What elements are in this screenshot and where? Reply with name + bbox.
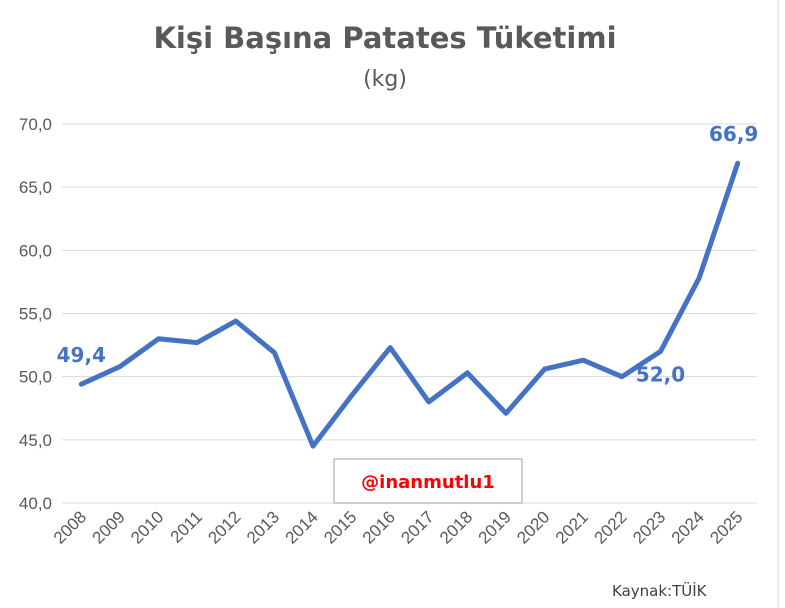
x-tick-label: 2014: [282, 507, 322, 547]
y-tick-label: 45,0: [19, 431, 52, 450]
x-tick-label: 2013: [243, 507, 283, 547]
y-tick-label: 60,0: [19, 241, 52, 260]
data-label: 52,0: [636, 362, 685, 386]
y-tick-label: 65,0: [19, 178, 52, 197]
x-tick-label: 2010: [127, 507, 167, 547]
series-layer: [78, 160, 741, 449]
x-tick-label: 2021: [552, 507, 592, 547]
x-tick-label: 2019: [475, 507, 515, 547]
x-tick-label: 2020: [513, 507, 553, 547]
x-tick-label: 2008: [50, 507, 90, 547]
x-tick-label: 2025: [706, 507, 746, 547]
y-tick-label: 50,0: [19, 368, 52, 387]
data-label: 49,4: [57, 343, 106, 367]
x-tick-label: 2018: [436, 507, 476, 547]
x-tick-label: 2016: [359, 507, 399, 547]
source-label: Kaynak:TÜİK: [612, 581, 708, 600]
gridlines: [62, 123, 757, 504]
x-tick-label: 2011: [167, 507, 206, 546]
watermark-box: @inanmutlu1: [333, 458, 523, 504]
x-tick-label: 2015: [320, 507, 360, 547]
y-axis: 40,0 45,0 50,0 55,0 60,0 65,0 70,0: [19, 115, 52, 513]
y-tick-label: 40,0: [19, 494, 52, 513]
chart-subtitle: (kg): [363, 67, 407, 92]
data-labels: 49,4 52,0 66,9: [57, 122, 759, 386]
chart-title: Kişi Başına Patates Tüketimi: [153, 21, 616, 55]
data-label: 66,9: [709, 122, 758, 146]
x-tick-label: 2017: [397, 507, 437, 547]
x-tick-label: 2023: [629, 507, 669, 547]
y-tick-label: 55,0: [19, 305, 52, 324]
x-tick-label: 2009: [89, 507, 129, 547]
watermark-text: @inanmutlu1: [361, 472, 495, 493]
x-tick-label: 2022: [591, 507, 631, 547]
y-tick-label: 70,0: [19, 115, 52, 134]
x-tick-label: 2012: [204, 507, 244, 547]
series-line: [78, 160, 741, 449]
x-tick-label: 2024: [668, 507, 708, 547]
